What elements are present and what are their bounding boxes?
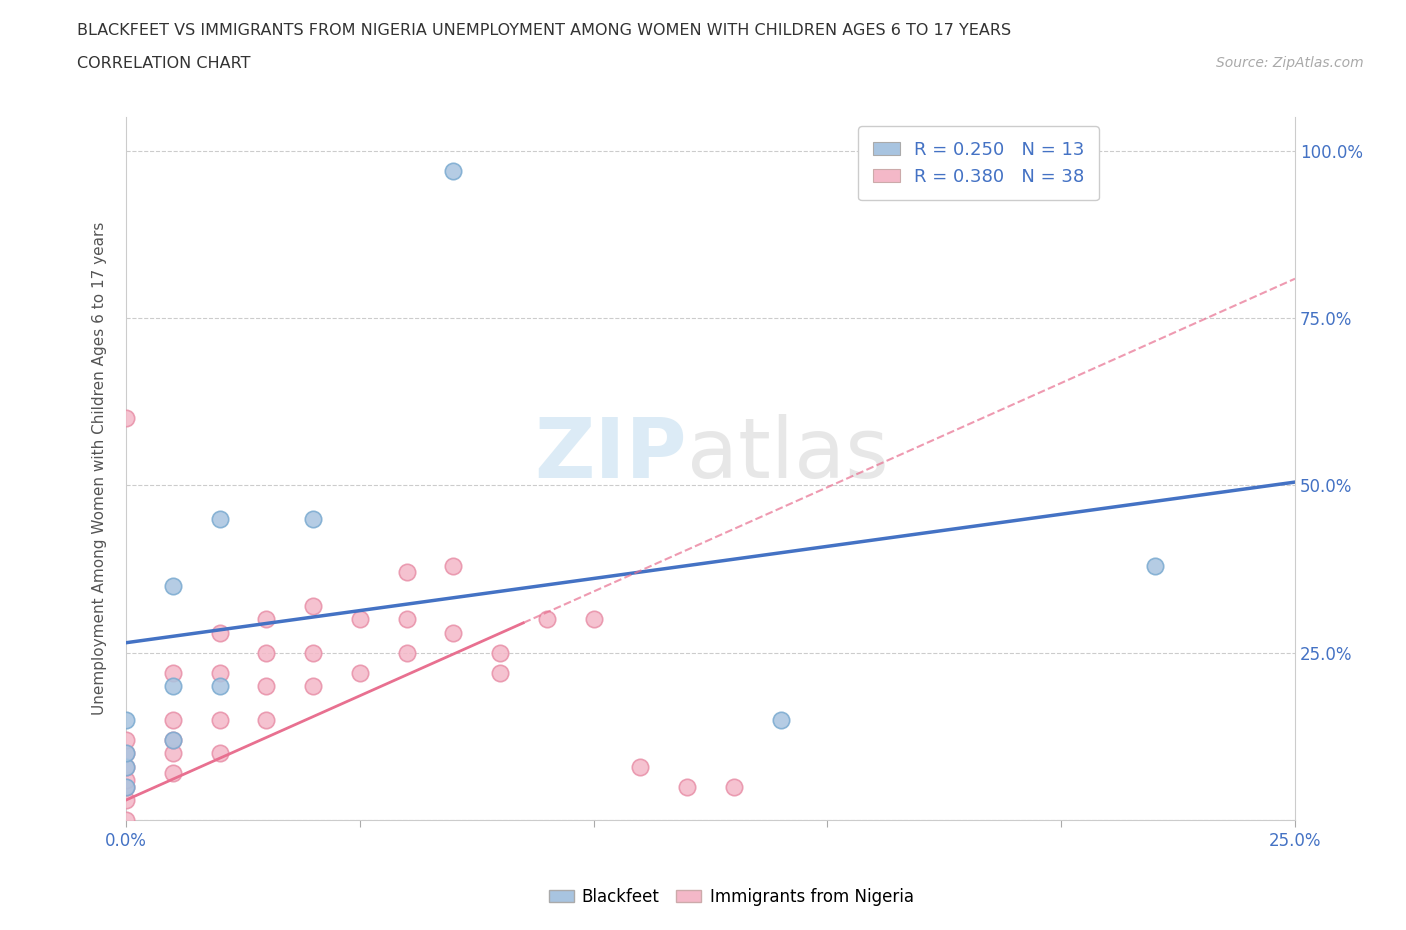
Point xyxy=(254,679,277,694)
Point xyxy=(254,712,277,727)
Point xyxy=(162,765,184,780)
Point xyxy=(162,679,184,694)
Point xyxy=(349,665,371,680)
Y-axis label: Unemployment Among Women with Children Ages 6 to 17 years: Unemployment Among Women with Children A… xyxy=(93,222,107,715)
Text: Source: ZipAtlas.com: Source: ZipAtlas.com xyxy=(1216,56,1364,70)
Point xyxy=(628,759,651,774)
Point xyxy=(254,645,277,660)
Point xyxy=(536,612,558,627)
Point xyxy=(441,164,464,179)
Point xyxy=(395,645,418,660)
Point xyxy=(349,612,371,627)
Point xyxy=(302,512,325,526)
Point xyxy=(162,665,184,680)
Point xyxy=(115,773,138,788)
Point xyxy=(115,746,138,761)
Point xyxy=(208,625,231,640)
Point xyxy=(208,665,231,680)
Point xyxy=(208,746,231,761)
Legend: R = 0.250   N = 13, R = 0.380   N = 38: R = 0.250 N = 13, R = 0.380 N = 38 xyxy=(858,126,1099,200)
Point xyxy=(162,732,184,747)
Point xyxy=(441,625,464,640)
Point xyxy=(254,612,277,627)
Point xyxy=(441,558,464,573)
Point xyxy=(676,779,699,794)
Text: atlas: atlas xyxy=(688,414,889,495)
Point xyxy=(115,746,138,761)
Point xyxy=(489,645,512,660)
Point xyxy=(302,599,325,614)
Point xyxy=(395,565,418,580)
Text: BLACKFEET VS IMMIGRANTS FROM NIGERIA UNEMPLOYMENT AMONG WOMEN WITH CHILDREN AGES: BLACKFEET VS IMMIGRANTS FROM NIGERIA UNE… xyxy=(77,23,1011,38)
Point xyxy=(115,759,138,774)
Point xyxy=(115,779,138,794)
Point xyxy=(208,712,231,727)
Point xyxy=(302,645,325,660)
Point xyxy=(115,779,138,794)
Point xyxy=(162,578,184,593)
Point xyxy=(582,612,605,627)
Point xyxy=(208,679,231,694)
Text: ZIP: ZIP xyxy=(534,414,688,495)
Point xyxy=(1143,558,1166,573)
Point xyxy=(115,732,138,747)
Point xyxy=(723,779,745,794)
Point xyxy=(489,665,512,680)
Legend: Blackfeet, Immigrants from Nigeria: Blackfeet, Immigrants from Nigeria xyxy=(541,881,921,912)
Point xyxy=(302,679,325,694)
Point xyxy=(115,813,138,828)
Point xyxy=(115,411,138,426)
Point xyxy=(115,712,138,727)
Point xyxy=(115,792,138,807)
Point xyxy=(208,512,231,526)
Point xyxy=(769,712,792,727)
Point xyxy=(162,712,184,727)
Point xyxy=(115,759,138,774)
Point xyxy=(162,746,184,761)
Point xyxy=(162,732,184,747)
Point xyxy=(395,612,418,627)
Text: CORRELATION CHART: CORRELATION CHART xyxy=(77,56,250,71)
